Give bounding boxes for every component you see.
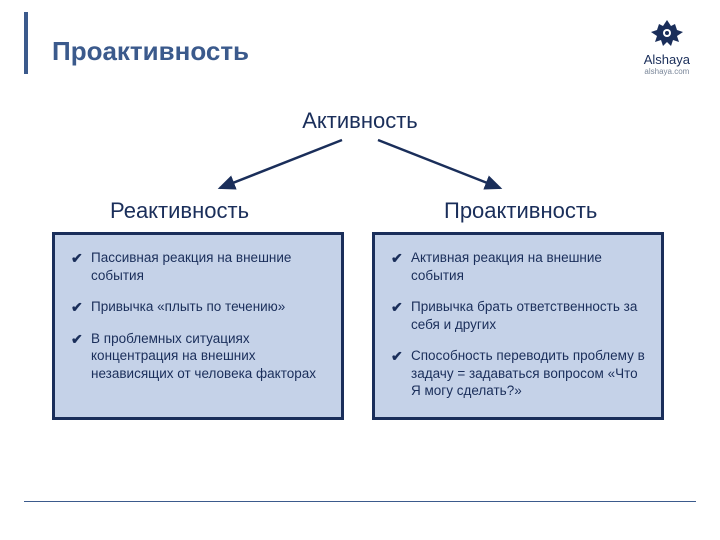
list-item: Активная реакция на внешние события — [391, 249, 649, 284]
list-item: Привычка брать ответственность за себя и… — [391, 298, 649, 333]
box-proactivity: Активная реакция на внешние события Прив… — [372, 232, 664, 420]
logo-icon — [649, 18, 685, 50]
diagram-arrows — [0, 130, 720, 200]
arrow-left — [220, 140, 342, 188]
list-item: Привычка «плыть по течению» — [71, 298, 329, 316]
page-title: Проактивность — [52, 36, 249, 67]
branch-right-label: Проактивность — [444, 198, 597, 224]
list-item: Способность переводить проблему в задачу… — [391, 347, 649, 400]
logo-brand-text: Alshaya — [644, 52, 690, 67]
title-accent-bar — [24, 12, 28, 74]
footer-divider — [24, 501, 696, 502]
arrow-right — [378, 140, 500, 188]
list-item: Пассивная реакция на внешние события — [71, 249, 329, 284]
reactivity-list: Пассивная реакция на внешние события При… — [71, 249, 329, 382]
proactivity-list: Активная реакция на внешние события Прив… — [391, 249, 649, 400]
brand-logo: Alshaya alshaya.com — [644, 18, 690, 76]
logo-url-text: alshaya.com — [644, 67, 690, 76]
box-reactivity: Пассивная реакция на внешние события При… — [52, 232, 344, 420]
list-item: В проблемных ситуациях концентрация на в… — [71, 330, 329, 383]
branch-left-label: Реактивность — [110, 198, 249, 224]
slide: Проактивность Alshaya alshaya.com Активн… — [0, 0, 720, 540]
